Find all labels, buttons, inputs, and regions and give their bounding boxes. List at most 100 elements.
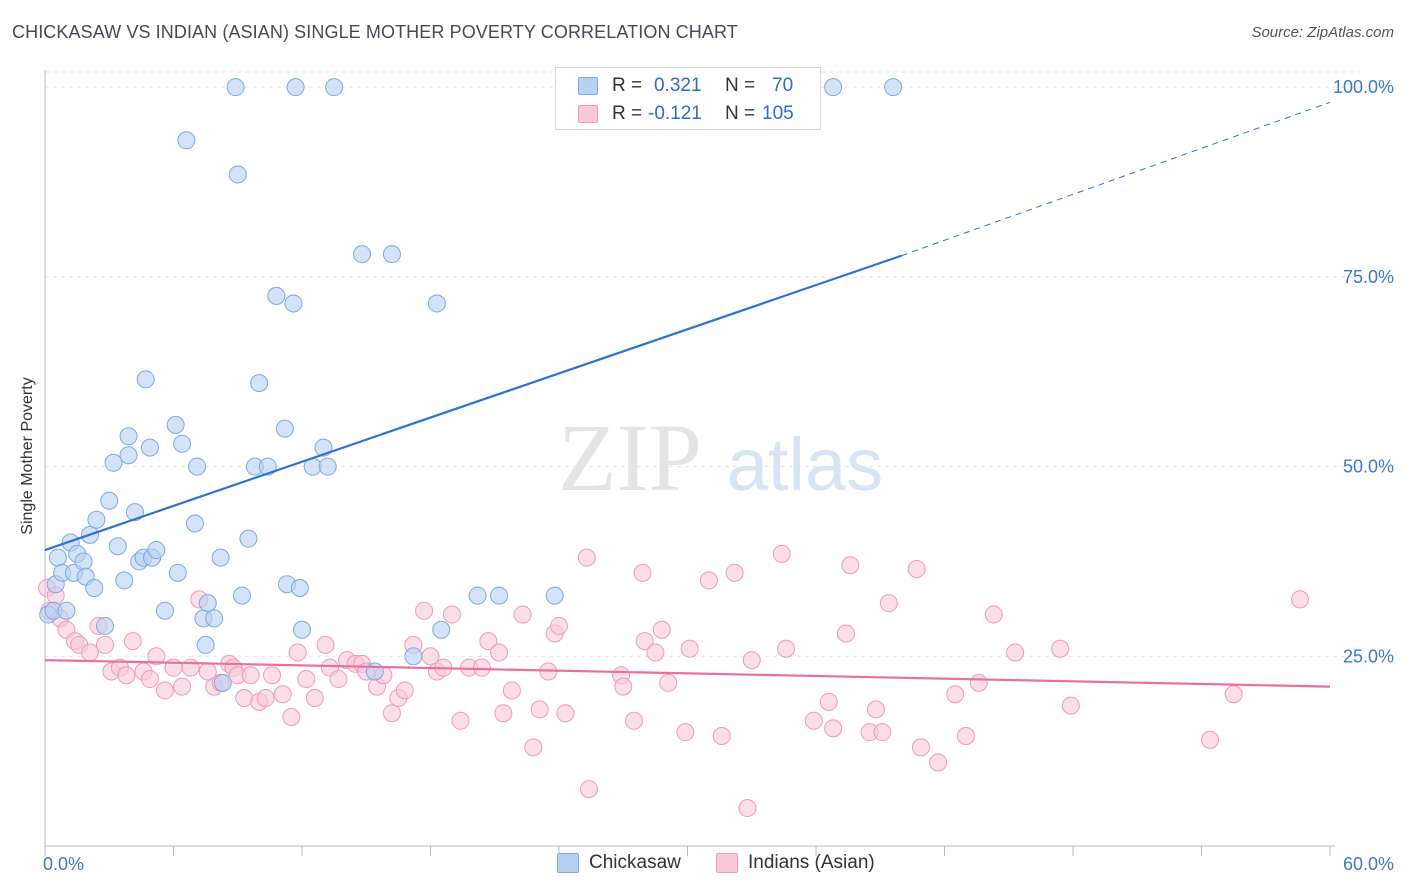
indians-asian-point [550,616,568,635]
chickasaw-point [239,529,258,548]
trend-lines [44,101,1331,688]
indians-asian-point [502,681,521,700]
watermark: ZIP atlas [558,404,883,511]
indians-asian-point [415,601,434,620]
indians-asian-point [80,643,99,662]
indians-asian-point [181,658,200,677]
legend-row-chickasaw: R = 0.321 N = 70 [578,71,818,101]
correlation-legend: R = 0.321 N = 70 R = -0.121 N = 105 [555,67,821,130]
indians-asian-point [659,673,678,692]
y-tick-label: 100.0% [1333,77,1394,97]
indians-asian-point [911,738,930,757]
indians-asian-point [836,624,855,643]
indians-asian-point [579,780,598,799]
tick-labels: 25.0% 50.0% 75.0% 100.0% 0.0% 60.0% [43,77,1394,874]
indians-asian-point [479,632,498,651]
chickasaw-point [185,514,204,533]
indians-asian-point [652,620,671,639]
chickasaw-point [545,586,564,605]
indians-asian-point [984,605,1003,624]
n-label: N = [725,75,756,96]
indians-asian-point [738,799,757,818]
indians-asian-point [804,711,823,730]
chickasaw-point [293,620,311,639]
indians-asian-point [95,635,114,654]
indians-asian-point [712,726,731,745]
chickasaw-point [211,548,230,567]
indians-asian-point [841,556,860,575]
indians-asian-point [635,632,654,651]
source-credit: Source: ZipAtlas.com [1251,24,1394,41]
indians-asian-trend-line [44,658,1331,688]
chickasaw-point [468,586,487,605]
y-axis-label: Single Mother Poverty [19,377,36,534]
indians-asian-point [873,723,892,742]
chickasaw-point [365,662,384,681]
indians-asian-point [288,643,307,662]
y-tick-label: 50.0% [1343,457,1394,477]
indians-asian-point [490,643,509,662]
indians-asian-point [117,666,136,685]
indians-asian-point [772,544,791,563]
indians-asian-point [699,571,718,590]
indians-asian-point [624,711,643,730]
chickasaw-point [125,503,144,522]
indians-asian-point [824,719,843,738]
indians-asian-point [676,723,695,742]
chickasaw-point [226,78,245,97]
chickasaw-point [95,616,114,635]
chickasaw-point [233,586,252,605]
chickasaw-point [284,294,303,313]
r-value: 0.321 [654,75,702,96]
chickasaw-point [168,563,187,582]
n-value: 70 [772,75,794,96]
indians-asian-point [329,670,348,689]
indians-asian-point [1006,643,1025,662]
chickasaw-point [290,579,309,597]
indians-asian-point [1201,730,1220,749]
indians-asian-point [907,560,926,579]
indians-asian-point [1061,696,1080,715]
indians-asian-point [1291,590,1310,609]
chickasaw-point [140,438,159,457]
indians-asian-point [316,635,335,654]
indians-asian-point [395,681,414,700]
indians-asian-point [819,692,838,711]
indians-asian-point [866,700,885,719]
watermark-zip: ZIP [558,404,702,511]
indians-asian-point [263,666,282,685]
indians-asian-point [140,670,159,689]
chickasaw-point [115,571,134,590]
chickasaw-point [267,286,286,305]
chickasaw-point [177,131,196,150]
chickasaw-point [490,586,509,605]
indians-asian-point [879,594,898,613]
indians-asian-point [969,673,988,692]
indians-asian-point [155,681,174,700]
chickasaw-point [213,673,232,692]
indians-asian-legend-label: Indians (Asian) [748,852,875,873]
chickasaw-point [286,78,305,97]
r-label: R = [612,103,643,124]
indians-asian-point [725,563,744,582]
chickasaw-legend-label: Chickasaw [589,852,681,873]
indians-asian-point [256,689,275,708]
chickasaw-point [325,78,344,97]
indians-asian-point [472,658,491,677]
indians-asian-point [282,708,301,726]
indians-asian-point [742,651,761,670]
indians-asian-point [305,689,324,708]
indians-asian-point [1051,639,1070,658]
indians-asian-point [451,711,470,730]
indians-asian-point [777,639,796,658]
chickasaw-point [258,457,277,476]
indians-asian-point [614,677,633,696]
r-label: R = [612,75,643,96]
chickasaw-point [74,552,93,571]
chickasaw-point [108,537,127,556]
indians-asian-point [646,643,665,662]
chickasaw-swatch [578,77,598,95]
indians-asian-point [147,647,166,666]
indians-asian-point [241,666,260,685]
indians-asian-point [513,605,532,624]
